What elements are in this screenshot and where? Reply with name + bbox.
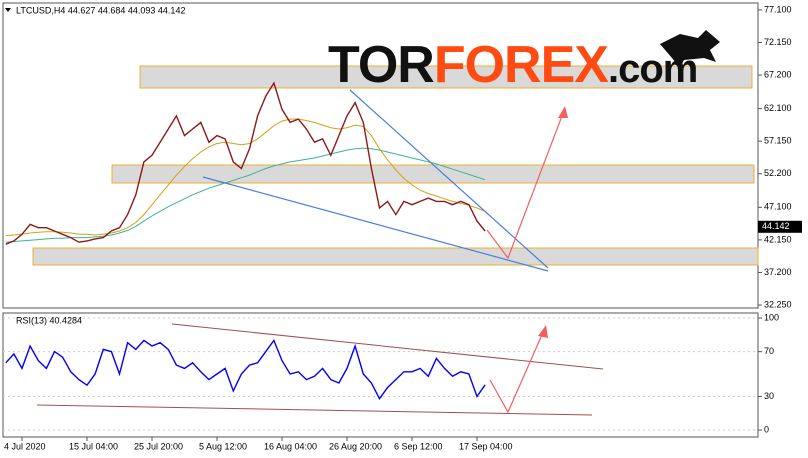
x-tick-label: 17 Sep 04:00	[459, 441, 513, 451]
x-tick-label: 6 Sep 12:00	[394, 441, 443, 451]
y-tick-label: 100	[764, 312, 779, 322]
menu-arrow	[5, 8, 11, 12]
arrow-head	[558, 106, 568, 118]
x-tick-label: 4 Jul 2020	[4, 441, 46, 451]
logo: TORFOREX.com	[328, 36, 697, 94]
y-tick-label: 47.100	[764, 202, 792, 212]
logo-part: FOREX	[434, 36, 609, 94]
logo-part: TOR	[328, 36, 434, 94]
trend-line	[202, 176, 549, 272]
main-frame	[2, 2, 759, 309]
x-tick-label: 26 Aug 20:00	[329, 441, 382, 451]
plots: 77.100 72.150 67.200 62.100 57.150 52.200 47.1…	[3, 4, 802, 451]
series-line	[5, 338, 486, 401]
rsi-frame	[2, 312, 759, 438]
y-tick-label: 57.150	[764, 136, 792, 146]
y-tick-label: 70	[764, 346, 774, 356]
rsi-trend-line	[171, 323, 604, 370]
x-tick-label: 25 Jul 20:00	[134, 441, 183, 451]
x-tick-label: 15 Jul 04:00	[69, 441, 118, 451]
zone	[111, 164, 755, 184]
forecast-arrow	[486, 107, 566, 260]
y-tick-label: 52.200	[764, 168, 792, 178]
price-box	[758, 220, 802, 233]
y-tick-label: 42.150	[764, 234, 792, 244]
x-tick-label: 5 Aug 12:00	[199, 441, 247, 451]
y-tick-label: 32.250	[764, 299, 792, 309]
y-tick-label: 62.100	[764, 103, 792, 113]
rsi-title: RSI(13) 40.4284	[16, 315, 82, 325]
zone	[32, 247, 759, 266]
x-tick-label: 16 Aug 04:00	[264, 441, 317, 451]
arrow-head	[538, 325, 548, 338]
main-title: LTCUSD,H4 44.627 44.684 44.093 44.142	[16, 5, 185, 15]
rsi-arrow	[489, 327, 546, 414]
series-line	[5, 118, 486, 237]
zone	[139, 65, 753, 89]
price-label: 44.142	[762, 221, 790, 231]
y-tick-label: 30	[764, 391, 774, 401]
series-line	[5, 81, 486, 245]
y-tick-label: 72.150	[764, 37, 792, 47]
y-tick-label: 77.100	[764, 4, 792, 14]
y-tick-label: 37.200	[764, 267, 792, 277]
rsi-trend-line	[36, 404, 593, 416]
y-tick-label: 67.200	[764, 69, 792, 79]
logo-bull	[660, 30, 720, 68]
y-tick-label: 0	[764, 424, 769, 434]
series-line	[5, 147, 486, 243]
